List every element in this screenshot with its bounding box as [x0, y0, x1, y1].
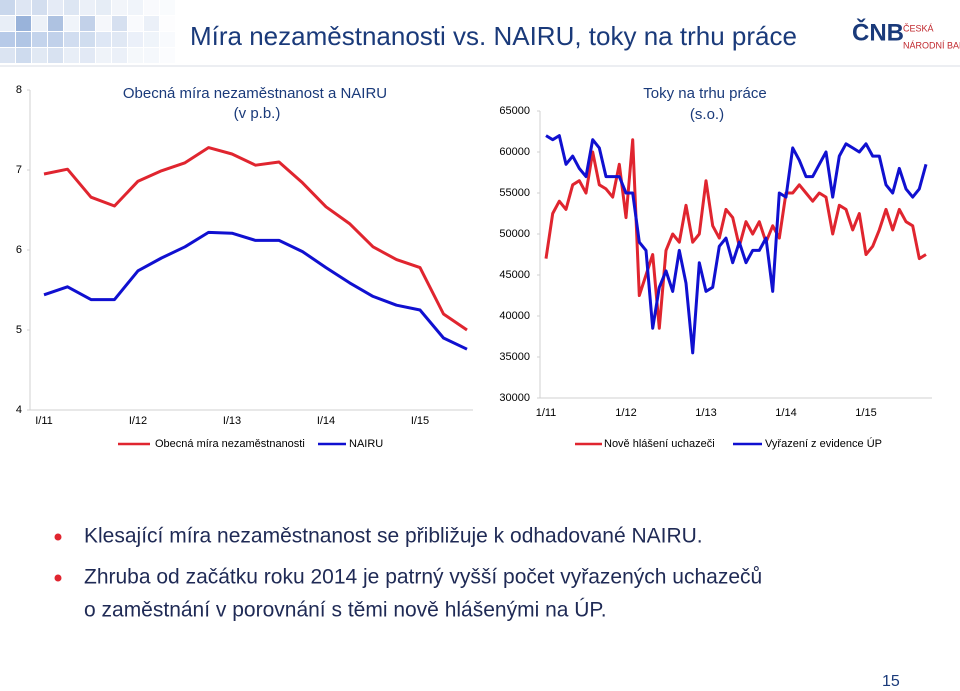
decor-tile	[16, 16, 31, 31]
decor-tile	[128, 16, 143, 31]
decor-tile	[112, 32, 127, 47]
decor-tile	[96, 0, 111, 15]
y-tick-label: 7	[16, 164, 22, 176]
chart-title: Toky na trhu práce	[643, 85, 766, 102]
y-tick-label: 50000	[499, 228, 530, 240]
decor-tile	[160, 32, 175, 47]
y-tick-label: 4	[16, 404, 22, 416]
decor-tile	[144, 0, 159, 15]
series-line	[545, 134, 928, 355]
decor-tile	[48, 16, 63, 31]
page-number: 15	[882, 673, 900, 690]
bullet-text: o zaměstnání v porovnání s těmi nově hlá…	[84, 599, 607, 622]
x-tick-label: 1/15	[855, 407, 876, 419]
legend-label: Vyřazení z evidence ÚP	[765, 437, 882, 450]
legend-label: NAIRU	[349, 438, 383, 450]
x-tick-label: I/12	[129, 415, 147, 427]
decor-tile	[48, 32, 63, 47]
y-tick-label: 5	[16, 324, 22, 336]
decor-tile	[80, 48, 95, 63]
x-tick-label: 1/12	[615, 407, 636, 419]
chart-subtitle: (v p.b.)	[234, 105, 281, 122]
series-line	[43, 230, 468, 351]
chart-title: Obecná míra nezaměstnanost a NAIRU	[123, 85, 387, 102]
logo-text: NÁRODNÍ BANKA	[903, 40, 960, 50]
decor-tile	[144, 48, 159, 63]
decor-tile	[64, 0, 79, 15]
y-tick-label: 45000	[499, 269, 530, 281]
y-tick-label: 30000	[499, 392, 530, 404]
y-tick-label: 60000	[499, 146, 530, 158]
decor-tile	[64, 32, 79, 47]
decor-tile	[16, 48, 31, 63]
decor-tile	[32, 48, 47, 63]
bullet-text: Klesající míra nezaměstnanost se přibliž…	[84, 525, 703, 548]
decor-mosaic	[0, 0, 175, 63]
series-line	[43, 146, 468, 332]
decor-tile	[32, 0, 47, 15]
decor-tile	[48, 48, 63, 63]
bullet-dot	[54, 533, 62, 541]
decor-tile	[80, 16, 95, 31]
legend-label: Nově hlášení uchazeči	[604, 438, 715, 450]
logo-text: ČESKÁ	[903, 23, 934, 33]
x-tick-label: 1/14	[775, 407, 796, 419]
y-tick-label: 65000	[499, 105, 530, 117]
decor-tile	[112, 16, 127, 31]
y-tick-label: 55000	[499, 187, 530, 199]
decor-tile	[160, 0, 175, 15]
y-tick-label: 8	[16, 84, 22, 96]
decor-tile	[160, 48, 175, 63]
x-tick-label: I/15	[411, 415, 429, 427]
decor-tile	[96, 32, 111, 47]
bullet-text: Zhruba od začátku roku 2014 je patrný vy…	[84, 566, 762, 589]
decor-tile	[96, 16, 111, 31]
decor-tile	[0, 16, 15, 31]
decor-tile	[16, 0, 31, 15]
decor-tile	[144, 16, 159, 31]
y-tick-label: 35000	[499, 351, 530, 363]
y-tick-label: 6	[16, 244, 22, 256]
bullet-dot	[54, 574, 62, 582]
y-tick-label: 40000	[499, 310, 530, 322]
x-tick-label: I/13	[223, 415, 241, 427]
decor-tile	[160, 16, 175, 31]
decor-tile	[80, 0, 95, 15]
x-tick-label: I/11	[35, 415, 53, 427]
decor-tile	[16, 32, 31, 47]
decor-tile	[32, 32, 47, 47]
decor-tile	[96, 48, 111, 63]
chart-subtitle: (s.o.)	[690, 106, 724, 123]
decor-tile	[80, 32, 95, 47]
decor-tile	[0, 32, 15, 47]
slide-title: Míra nezaměstnanosti vs. NAIRU, toky na …	[190, 21, 797, 51]
decor-tile	[144, 32, 159, 47]
x-tick-label: 1/13	[695, 407, 716, 419]
decor-tile	[32, 16, 47, 31]
decor-tile	[128, 48, 143, 63]
decor-tile	[64, 48, 79, 63]
decor-tile	[64, 16, 79, 31]
decor-tile	[48, 0, 63, 15]
decor-tile	[0, 0, 15, 15]
decor-tile	[112, 48, 127, 63]
series-line	[544, 138, 927, 330]
decor-tile	[112, 0, 127, 15]
decor-tile	[128, 32, 143, 47]
x-tick-label: 1/11	[536, 407, 557, 419]
legend-label: Obecná míra nezaměstnanosti	[155, 438, 305, 450]
decor-tile	[0, 48, 15, 63]
decor-tile	[128, 0, 143, 15]
logo-mark: ČNB	[852, 18, 904, 46]
x-tick-label: I/14	[317, 415, 335, 427]
